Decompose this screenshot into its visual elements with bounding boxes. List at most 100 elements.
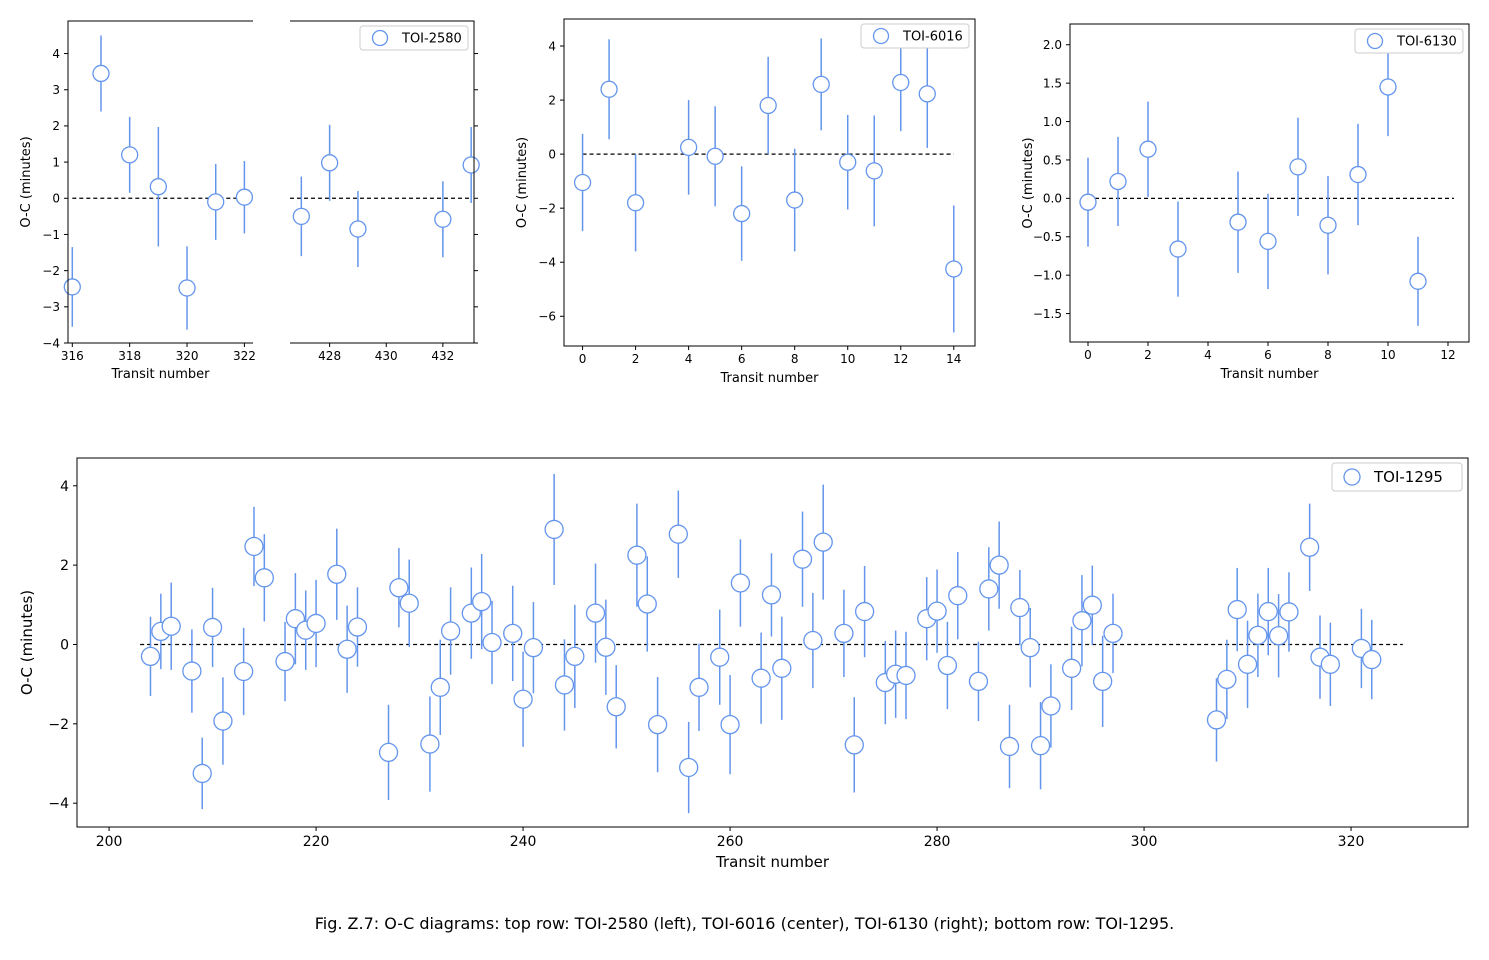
data-point [378, 742, 399, 763]
data-point [720, 714, 740, 735]
data-point [733, 204, 751, 223]
data-point [63, 278, 81, 296]
data-point [945, 260, 963, 278]
data-point [544, 519, 564, 540]
y-tick-label: 0 [60, 638, 69, 654]
data-point [585, 603, 606, 623]
data-point [1362, 649, 1382, 670]
data-point [140, 646, 161, 667]
data-point [813, 532, 833, 552]
y-axis-label: O-C (minutes) [18, 590, 36, 695]
data-point [182, 661, 202, 681]
x-tick-label: 12 [1440, 348, 1455, 362]
data-point [513, 689, 533, 709]
data-point [812, 75, 830, 94]
x-tick-label: 320 [176, 349, 199, 363]
y-tick-label: −1.5 [1033, 307, 1062, 321]
data-point [896, 665, 916, 686]
y-tick-label: 1.0 [1043, 115, 1062, 129]
data-point [149, 178, 167, 196]
data-point [161, 616, 181, 636]
y-tick-label: 1 [52, 155, 60, 169]
data-point [292, 207, 310, 226]
data-point [759, 96, 777, 115]
x-tick-label: 0 [579, 352, 587, 366]
y-tick-label: 4 [52, 47, 60, 61]
x-tick-label: 8 [791, 352, 799, 366]
x-tick-label: 430 [375, 349, 398, 363]
plot-frame-left-segment [67, 20, 253, 344]
x-tick-label: 240 [510, 834, 537, 850]
data-point [772, 658, 792, 678]
legend-box [860, 23, 970, 49]
data-point [1103, 623, 1123, 644]
y-tick-label: 4 [548, 39, 556, 53]
x-tick-label: 280 [924, 834, 951, 850]
data-point [121, 146, 139, 164]
data-point [1268, 626, 1289, 646]
x-tick-label: 6 [1264, 348, 1272, 362]
y-tick-label: 2 [548, 93, 556, 107]
data-point [600, 80, 618, 98]
oc-panel-toi-2580: −4 −3 −2 −1 0 1 2 3 4 316 318 320 322 428 430 432 Transi… [19, 20, 480, 382]
data-point [347, 617, 368, 637]
x-tick-label: 260 [717, 834, 744, 850]
data-point [937, 655, 958, 676]
data-point [786, 191, 804, 209]
data-point [1030, 736, 1051, 756]
legend-marker [371, 29, 389, 47]
data-point [606, 697, 626, 717]
data-point [434, 210, 452, 228]
data-point [202, 617, 223, 638]
data-point [1072, 611, 1092, 631]
data-point [1079, 193, 1097, 211]
figure-caption: Fig. Z.7: O-C diagrams: top row: TOI-258… [314, 914, 1175, 933]
data-point [503, 623, 523, 644]
data-point [1349, 165, 1367, 184]
data-point [792, 549, 813, 569]
data-point [751, 668, 771, 688]
y-tick-label: 1.5 [1043, 76, 1062, 90]
data-point [430, 677, 450, 697]
data-point [706, 147, 724, 165]
data-point [979, 579, 999, 599]
x-tick-label: 14 [946, 352, 961, 366]
data-point [626, 194, 645, 212]
data-point [337, 639, 357, 659]
data-point [1319, 216, 1337, 234]
oc-panel-toi-6130: −1.5 −1.0 −0.5 0.0 0.5 1.0 1.5 2.0 0 2 4 6 8 10 12 Tran… [1021, 23, 1470, 382]
data-point [178, 279, 196, 297]
x-tick-label: 200 [96, 834, 123, 850]
data-point [244, 536, 264, 557]
data-point [892, 73, 910, 92]
data-point [730, 573, 751, 593]
data-point [1169, 240, 1187, 258]
legend-box [1354, 28, 1464, 54]
data-point [839, 153, 857, 171]
data-point [1259, 232, 1277, 251]
y-tick-label: −0.5 [1033, 230, 1062, 244]
data-point [523, 638, 544, 658]
data-point [420, 734, 440, 754]
data-point [1409, 272, 1427, 290]
y-tick-label: 2 [52, 119, 60, 133]
x-tick-label: 320 [1338, 834, 1365, 850]
data-point [573, 173, 592, 192]
plot-frame [76, 457, 1469, 828]
data-point [968, 671, 989, 692]
legend-label: TOI-6130 [1396, 34, 1457, 49]
data-point [207, 193, 225, 211]
data-point [213, 711, 233, 731]
data-point [389, 578, 409, 598]
x-tick-label: 6 [738, 352, 746, 366]
y-tick-label: 0.0 [1043, 192, 1062, 206]
data-point [679, 138, 698, 157]
data-point [918, 85, 936, 103]
data-point [235, 188, 254, 206]
y-axis-label: O-C (minutes) [1021, 137, 1036, 228]
y-tick-label: −2 [48, 717, 69, 733]
x-tick-label: 428 [318, 349, 341, 363]
data-point [92, 64, 110, 83]
x-tick-label: 220 [303, 834, 330, 850]
legend-box [359, 25, 469, 51]
